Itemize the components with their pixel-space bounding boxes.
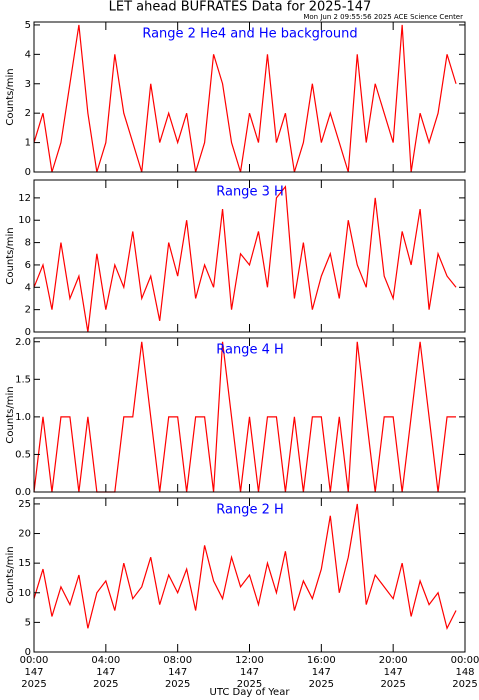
x-tick-year: 2025 [452, 679, 477, 690]
data-line [33, 503, 457, 631]
y-axis-label: Counts/min [5, 68, 16, 125]
x-tick-year: 2025 [21, 679, 46, 690]
x-tick-day: 147 [384, 667, 403, 678]
panel-title: Range 2 H [216, 503, 284, 518]
y-tick-label: 2 [25, 305, 31, 316]
x-tick-label: 00:00 [20, 655, 49, 666]
x-axis-label: UTC Day of Year [210, 687, 291, 698]
x-tick-day: 147 [168, 667, 187, 678]
x-tick-label: 00:00 [451, 655, 479, 666]
y-tick-label: 6 [25, 260, 31, 271]
y-tick-label: 25 [18, 499, 31, 510]
x-tick-day: 147 [24, 667, 43, 678]
y-tick-label: 3 [25, 79, 31, 90]
y-tick-label: 1.5 [15, 374, 31, 385]
x-tick-label: 16:00 [307, 655, 336, 666]
y-tick-label: 0.0 [15, 487, 31, 498]
x-tick-year: 2025 [165, 679, 190, 690]
y-axis-label: Counts/min [5, 227, 16, 284]
y-tick-label: 12 [18, 193, 31, 204]
y-tick-label: 15 [18, 558, 31, 569]
y-tick-label: 2.0 [15, 337, 31, 348]
x-tick-day: 147 [96, 667, 115, 678]
x-tick-year: 2025 [380, 679, 405, 690]
page-title: LET ahead BUFRATES Data for 2025-147 [109, 0, 372, 15]
y-tick-label: 0 [25, 327, 31, 338]
x-tick-day: 147 [312, 667, 331, 678]
y-tick-label: 10 [18, 215, 31, 226]
y-tick-label: 0 [25, 647, 31, 658]
x-tick-year: 2025 [237, 679, 262, 690]
y-axis-label: Counts/min [5, 386, 16, 443]
panel-title: Range 3 H [216, 185, 284, 200]
y-tick-label: 5 [25, 20, 31, 31]
x-tick-day: 147 [240, 667, 259, 678]
panel-title: Range 2 He4 and He background [142, 27, 357, 42]
x-tick-label: 20:00 [379, 655, 408, 666]
y-tick-label: 4 [25, 282, 31, 293]
y-tick-label: 0 [25, 167, 31, 178]
panel-title: Range 4 H [216, 343, 284, 358]
x-tick-year: 2025 [93, 679, 118, 690]
y-tick-label: 10 [18, 588, 31, 599]
y-tick-label: 5 [25, 617, 31, 628]
y-tick-label: 1 [25, 138, 31, 149]
data-line [33, 24, 457, 173]
x-tick-label: 04:00 [91, 655, 120, 666]
y-tick-label: 4 [25, 49, 31, 60]
plot-frame [33, 337, 466, 493]
y-tick-label: 20 [18, 529, 31, 540]
timestamp: Mon Jun 2 09:55:56 2025 ACE Science Cent… [303, 13, 463, 21]
data-line [33, 341, 457, 493]
y-tick-label: 0.5 [15, 449, 31, 460]
data-line [33, 185, 457, 333]
y-tick-label: 2 [25, 108, 31, 119]
x-tick-label: 12:00 [235, 655, 264, 666]
plot-frame [33, 179, 466, 333]
x-tick-day: 148 [455, 667, 474, 678]
y-tick-label: 1.0 [15, 412, 31, 423]
y-tick-label: 8 [25, 238, 31, 249]
y-axis-label: Counts/min [5, 546, 16, 603]
x-tick-year: 2025 [309, 679, 334, 690]
x-tick-label: 08:00 [163, 655, 192, 666]
